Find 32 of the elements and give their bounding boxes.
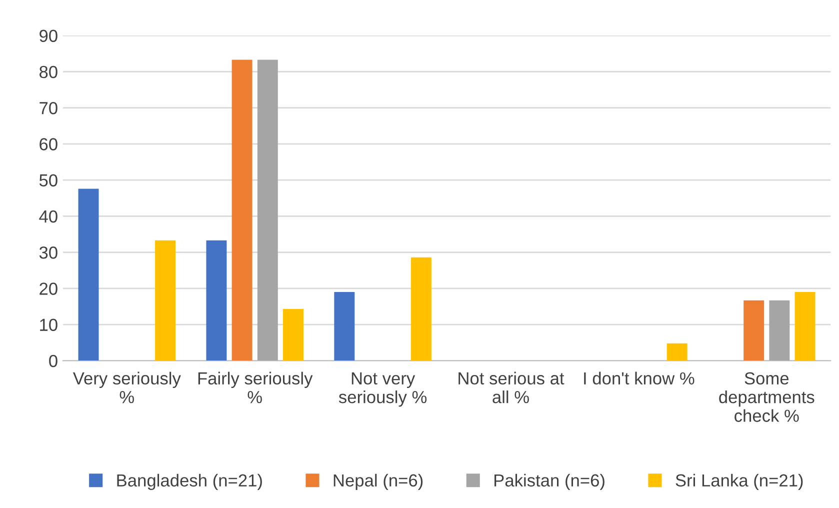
x-tick-label: Fairly seriously % bbox=[198, 372, 313, 404]
bar bbox=[282, 309, 304, 361]
x-tick-label: I don't know % bbox=[584, 372, 694, 385]
bar bbox=[744, 300, 764, 361]
legend-label: Nepal (n=6) bbox=[334, 474, 423, 490]
x-tick-label: Some departments check % bbox=[719, 372, 814, 422]
legend-label: Bangladesh (n=21) bbox=[117, 474, 262, 490]
bar bbox=[78, 188, 99, 361]
bar bbox=[666, 343, 688, 361]
y-tick-label: 20 bbox=[40, 282, 58, 295]
y-tick-label: 60 bbox=[40, 138, 58, 150]
y-tick-label: 80 bbox=[40, 66, 58, 78]
bar bbox=[232, 60, 252, 361]
bar bbox=[257, 60, 278, 361]
bar bbox=[794, 292, 816, 361]
bar bbox=[206, 240, 227, 361]
legend-label: Pakistan (n=6) bbox=[494, 474, 604, 490]
y-tick-label: 70 bbox=[40, 102, 58, 114]
y-tick-label: 90 bbox=[40, 30, 58, 42]
y-tick-label: 40 bbox=[39, 210, 58, 223]
y-tick-label: 0 bbox=[49, 354, 58, 368]
y-tick-label: 30 bbox=[39, 246, 58, 259]
y-tick-label: 50 bbox=[39, 174, 58, 187]
bar bbox=[334, 292, 355, 361]
legend-label: Sri Lanka (n=21) bbox=[676, 474, 803, 490]
y-tick-label: 10 bbox=[40, 318, 58, 332]
bar bbox=[155, 240, 176, 361]
x-tick-label: Very seriously % bbox=[72, 372, 181, 404]
x-tick-label: Not serious at all % bbox=[458, 372, 564, 404]
x-tick-label: Not very seriously % bbox=[338, 372, 427, 407]
bar bbox=[769, 300, 790, 361]
bar bbox=[410, 257, 432, 361]
